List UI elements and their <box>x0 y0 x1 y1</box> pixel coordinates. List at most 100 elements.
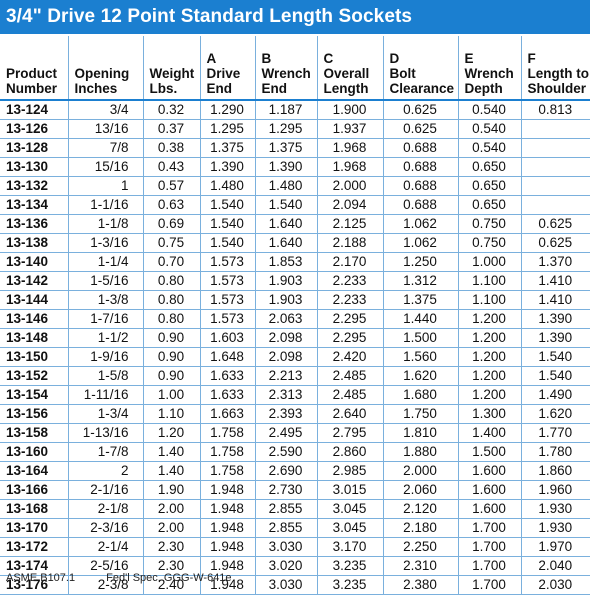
table-row: 13-176 2-3/8 2.40 1.948 3.030 3.235 2.380 1.700… <box>0 575 590 595</box>
cell-product-number: 13-126 <box>0 119 68 139</box>
cell-wrench-end: 3.020 <box>254 556 317 576</box>
cell-opening-inches: 15/16 <box>67 157 143 177</box>
cell-wrench-depth: 0.540 <box>457 100 521 120</box>
cell-overall-length: 3.015 <box>316 480 383 500</box>
cell-bolt-clearance: 1.062 <box>382 233 458 253</box>
header-label: C Overall Length <box>323 51 370 96</box>
cell-wrench-depth: 0.750 <box>457 233 521 253</box>
cell-length-to-shoulder: 1.540 <box>520 347 590 367</box>
cell-length-to-shoulder: 1.390 <box>520 309 590 329</box>
header-bolt-clearance: D Bolt Clearance <box>382 36 458 101</box>
cell-overall-length: 1.937 <box>316 119 383 139</box>
cell-weight: 0.90 <box>142 366 200 386</box>
cell-drive-end: 1.648 <box>199 347 255 367</box>
table-row: 13-128 7/8 0.38 1.375 1.375 1.968 0.688 0.540 <box>0 138 590 158</box>
cell-wrench-end: 1.640 <box>254 233 317 253</box>
cell-length-to-shoulder <box>520 157 590 177</box>
cell-wrench-end: 2.098 <box>254 347 317 367</box>
cell-wrench-depth: 1.300 <box>457 404 521 424</box>
cell-bolt-clearance: 1.312 <box>382 271 458 291</box>
table-row: 13-150 1-9/16 0.90 1.648 2.098 2.420 1.560 1.20… <box>0 347 590 367</box>
cell-weight: 2.30 <box>142 556 200 576</box>
cell-length-to-shoulder: 0.813 <box>520 100 590 120</box>
cell-drive-end: 1.948 <box>199 480 255 500</box>
cell-bolt-clearance: 2.180 <box>382 518 458 538</box>
cell-wrench-end: 1.903 <box>254 271 317 291</box>
cell-bolt-clearance: 1.375 <box>382 290 458 310</box>
standard-note: ASME B107.1 <box>6 572 76 584</box>
cell-wrench-end: 1.853 <box>254 252 317 272</box>
cell-drive-end: 1.948 <box>199 537 255 557</box>
cell-product-number: 13-124 <box>0 100 68 120</box>
cell-bolt-clearance: 2.310 <box>382 556 458 576</box>
cell-weight: 1.00 <box>142 385 200 405</box>
cell-wrench-depth: 1.200 <box>457 366 521 386</box>
table-row: 13-138 1-3/16 0.75 1.540 1.640 2.188 1.062 0.75… <box>0 233 590 253</box>
header-label: B Wrench End <box>261 51 311 96</box>
cell-length-to-shoulder: 1.930 <box>520 499 590 519</box>
cell-wrench-depth: 0.540 <box>457 138 521 158</box>
header-weight-lbs: Weight Lbs. <box>142 36 200 101</box>
cell-weight: 0.90 <box>142 328 200 348</box>
cell-drive-end: 1.573 <box>199 252 255 272</box>
table-title: 3/4" Drive 12 Point Standard Length Sock… <box>0 0 590 34</box>
cell-wrench-end: 1.295 <box>254 119 317 139</box>
cell-bolt-clearance: 2.120 <box>382 499 458 519</box>
cell-product-number: 13-166 <box>0 480 68 500</box>
cell-weight: 0.63 <box>142 195 200 215</box>
cell-length-to-shoulder <box>520 195 590 215</box>
cell-weight: 0.57 <box>142 176 200 196</box>
cell-length-to-shoulder: 2.030 <box>520 575 590 595</box>
cell-overall-length: 2.233 <box>316 290 383 310</box>
cell-bolt-clearance: 2.380 <box>382 575 458 595</box>
cell-weight: 0.43 <box>142 157 200 177</box>
cell-drive-end: 1.295 <box>199 119 255 139</box>
table-row: 13-170 2-3/16 2.00 1.948 2.855 3.045 2.180 1.70… <box>0 518 590 538</box>
cell-length-to-shoulder <box>520 119 590 139</box>
cell-opening-inches: 1-5/16 <box>67 271 143 291</box>
header-label: A Drive End <box>206 51 241 96</box>
table-row: 13-140 1-1/4 0.70 1.573 1.853 2.170 1.250 1.000… <box>0 252 590 272</box>
cell-bolt-clearance: 1.440 <box>382 309 458 329</box>
cell-weight: 1.20 <box>142 423 200 443</box>
cell-wrench-end: 2.098 <box>254 328 317 348</box>
cell-length-to-shoulder: 1.410 <box>520 290 590 310</box>
header-label: Product Number <box>6 66 58 96</box>
cell-opening-inches: 1-1/8 <box>67 214 143 234</box>
cell-weight: 0.69 <box>142 214 200 234</box>
cell-wrench-depth: 1.700 <box>457 556 521 576</box>
cell-bolt-clearance: 2.250 <box>382 537 458 557</box>
cell-wrench-depth: 0.540 <box>457 119 521 139</box>
cell-opening-inches: 1-7/8 <box>67 442 143 462</box>
cell-opening-inches: 1-11/16 <box>67 385 143 405</box>
table-row: 13-134 1-1/16 0.63 1.540 1.540 2.094 0.688 0.65… <box>0 195 590 215</box>
header-opening-inches: Opening Inches <box>67 36 143 101</box>
cell-bolt-clearance: 0.688 <box>382 176 458 196</box>
cell-bolt-clearance: 1.250 <box>382 252 458 272</box>
table-row: 13-174 2-5/16 2.30 1.948 3.020 3.235 2.310 1.70… <box>0 556 590 576</box>
cell-overall-length: 2.295 <box>316 328 383 348</box>
cell-wrench-end: 1.480 <box>254 176 317 196</box>
cell-overall-length: 1.968 <box>316 157 383 177</box>
cell-overall-length: 3.045 <box>316 499 383 519</box>
cell-overall-length: 2.485 <box>316 366 383 386</box>
cell-length-to-shoulder: 1.410 <box>520 271 590 291</box>
cell-opening-inches: 3/4 <box>67 100 143 120</box>
table-row: 13-154 1-11/16 1.00 1.633 2.313 2.485 1.680 1.2… <box>0 385 590 405</box>
cell-overall-length: 2.233 <box>316 271 383 291</box>
cell-product-number: 13-160 <box>0 442 68 462</box>
cell-drive-end: 1.573 <box>199 290 255 310</box>
cell-opening-inches: 1-5/8 <box>67 366 143 386</box>
cell-overall-length: 3.170 <box>316 537 383 557</box>
cell-bolt-clearance: 0.625 <box>382 119 458 139</box>
cell-product-number: 13-138 <box>0 233 68 253</box>
cell-length-to-shoulder: 2.040 <box>520 556 590 576</box>
cell-overall-length: 2.188 <box>316 233 383 253</box>
cell-bolt-clearance: 1.620 <box>382 366 458 386</box>
cell-length-to-shoulder <box>520 176 590 196</box>
table-row: 13-146 1-7/16 0.80 1.573 2.063 2.295 1.440 1.20… <box>0 309 590 329</box>
cell-weight: 0.37 <box>142 119 200 139</box>
cell-weight: 0.75 <box>142 233 200 253</box>
table-body: 13-124 3/4 0.32 1.290 1.187 1.900 0.625 0.540 0.… <box>0 100 590 595</box>
cell-product-number: 13-174 <box>0 556 68 576</box>
